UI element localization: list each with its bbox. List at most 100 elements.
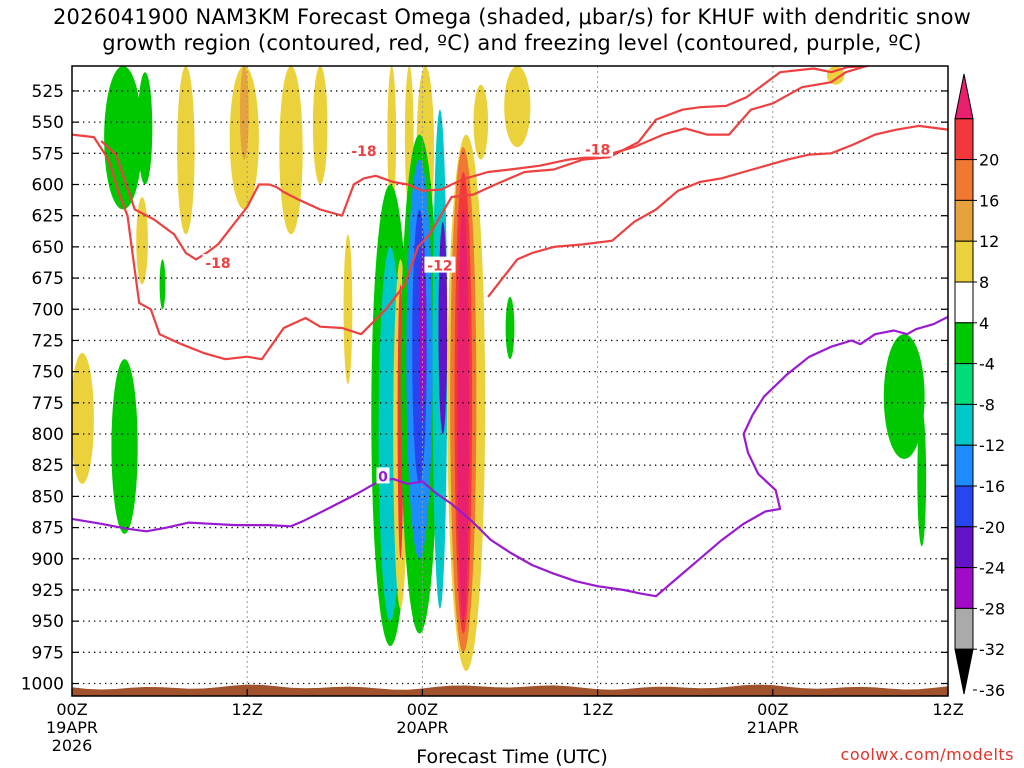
x-tick-label-4: 00Z <box>757 700 788 719</box>
y-tick-label-975: 975 <box>32 643 64 663</box>
omega-shade-3 <box>72 352 94 484</box>
colorbar-swatch-3 <box>954 199 974 242</box>
y-tick-label-625: 625 <box>32 207 64 227</box>
contour-label-text-4: 0 <box>378 469 388 485</box>
y-tick-label-575: 575 <box>32 144 64 164</box>
omega-shade-31 <box>505 296 515 360</box>
omega-shade-1 <box>137 72 153 185</box>
contour-dgz-lower-red <box>100 66 871 261</box>
colorbar-swatch-12 <box>954 567 974 609</box>
omega-shade-34 <box>917 409 927 547</box>
y-tick-label-650: 650 <box>32 238 64 258</box>
x-tick-year-0: 2026 <box>52 736 93 755</box>
colorbar-swatch-1 <box>954 118 974 161</box>
colorbar-label-14: -36 <box>979 681 1005 700</box>
colorbar-label-6: -4 <box>979 355 995 374</box>
omega-shade-2 <box>136 196 148 285</box>
colorbar-label-2: 16 <box>979 191 999 210</box>
y-tick-label-675: 675 <box>32 269 64 289</box>
colorbar-swatch-2 <box>954 159 974 201</box>
x-tick-label-2: 00Z <box>407 700 438 719</box>
contour-dgz-upper-red <box>72 66 868 361</box>
contour-label-0: -18 <box>348 141 380 160</box>
colorbar-label-13: -32 <box>979 640 1005 659</box>
omega-shade-12 <box>387 66 397 210</box>
x-axis-label: Forecast Time (UTC) <box>416 746 608 768</box>
contour-label-text-2: -18 <box>585 143 610 159</box>
omega-shade-32 <box>826 66 845 85</box>
colorbar-swatch-8 <box>954 403 974 446</box>
y-tick-label-525: 525 <box>32 82 64 102</box>
omega-shade-28 <box>457 209 470 622</box>
y-tick-label-775: 775 <box>32 394 64 414</box>
x-tick-label-5: 12Z <box>932 700 963 719</box>
plot-frame <box>71 65 949 697</box>
site-credit[interactable]: coolwx.com/modelts <box>840 745 1014 764</box>
omega-shade-4 <box>111 359 138 534</box>
y-tick-label-800: 800 <box>32 425 64 445</box>
colorbar-swatch-4 <box>954 240 974 283</box>
y-tick-label-900: 900 <box>32 550 64 570</box>
y-tick-label-700: 700 <box>32 300 64 320</box>
colorbar-label-9: -16 <box>979 477 1005 496</box>
omega-shade-24 <box>438 221 448 435</box>
colorbar-swatch-7 <box>954 363 974 405</box>
contour-label-text-0: -18 <box>351 144 376 160</box>
y-tick-label-825: 825 <box>32 456 64 476</box>
colorbar-swatch-9 <box>954 444 974 487</box>
colorbar-label-3: 12 <box>979 232 999 251</box>
colorbar-swatch-11 <box>954 526 974 569</box>
omega-shade-22 <box>419 246 426 422</box>
colorbar-label-12: -28 <box>979 599 1005 618</box>
contour-label-3: -12 <box>424 256 456 275</box>
contour-label-1: -18 <box>202 254 234 272</box>
colorbar-swatch-13 <box>954 607 974 650</box>
y-tick-label-600: 600 <box>32 176 64 196</box>
colorbar-label-4: 8 <box>979 273 989 292</box>
omega-shade-8 <box>239 66 249 160</box>
contour-label-bg-0 <box>348 141 380 158</box>
contour-label-bg-1 <box>202 254 234 271</box>
contour-freezing-level-purple <box>72 315 948 598</box>
plot-background <box>72 66 948 696</box>
x-tick-label-0: 00Z <box>56 700 87 719</box>
x-tick-date-4: 21APR <box>747 718 799 737</box>
x-tick-date-0: 19APR <box>46 718 98 737</box>
chart-title-line-2: growth region (contoured, red, ºC) and f… <box>102 31 922 55</box>
omega-shade-9 <box>279 66 303 235</box>
chart-title-line-1: 2026041900 NAM3KM Forecast Omega (shaded… <box>52 5 972 29</box>
x-tick-date-2: 20APR <box>396 718 448 737</box>
contour-label-bg-2 <box>582 140 614 157</box>
contour-label-4: 0 <box>376 467 390 485</box>
contour-label-2: -18 <box>582 140 614 159</box>
colorbar-top-arrow <box>954 73 974 120</box>
omega-shade-6 <box>177 66 195 235</box>
omega-shade-5 <box>159 259 166 310</box>
contour-label-text-3: -12 <box>427 259 452 275</box>
y-tick-label-950: 950 <box>32 612 64 632</box>
x-tick-label-1: 12Z <box>232 700 263 719</box>
plot-area: -18 -18 -18 -12 0 <box>72 66 948 696</box>
colorbar-label-11: -24 <box>979 559 1005 578</box>
colorbar-swatch-6 <box>954 322 974 365</box>
y-tick-label-550: 550 <box>32 113 64 133</box>
y-tick-label-875: 875 <box>32 519 64 539</box>
contour-label-bg-4 <box>376 467 390 484</box>
colorbar-bottom-arrow <box>954 648 974 695</box>
colorbar-swatch-5 <box>954 281 974 324</box>
omega-shade-0 <box>104 66 143 210</box>
contour-dgz-closed-red <box>487 124 948 298</box>
contour-label-bg-3 <box>424 256 456 273</box>
y-tick-label-850: 850 <box>32 487 64 507</box>
colorbar-swatch-10 <box>954 485 974 528</box>
omega-shade-30 <box>504 66 531 148</box>
colorbar-label-5: 4 <box>979 314 989 333</box>
omega-shade-33 <box>883 334 925 459</box>
omega-shade-10 <box>312 66 328 185</box>
y-tick-label-925: 925 <box>32 581 64 601</box>
colorbar-label-7: -8 <box>979 395 995 414</box>
x-tick-label-3: 12Z <box>582 700 613 719</box>
colorbar-label-10: -20 <box>979 518 1005 537</box>
